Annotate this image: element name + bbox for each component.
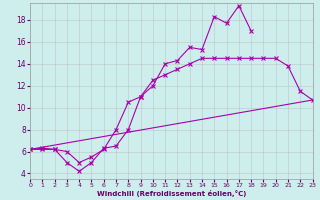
X-axis label: Windchill (Refroidissement éolien,°C): Windchill (Refroidissement éolien,°C) xyxy=(97,190,246,197)
